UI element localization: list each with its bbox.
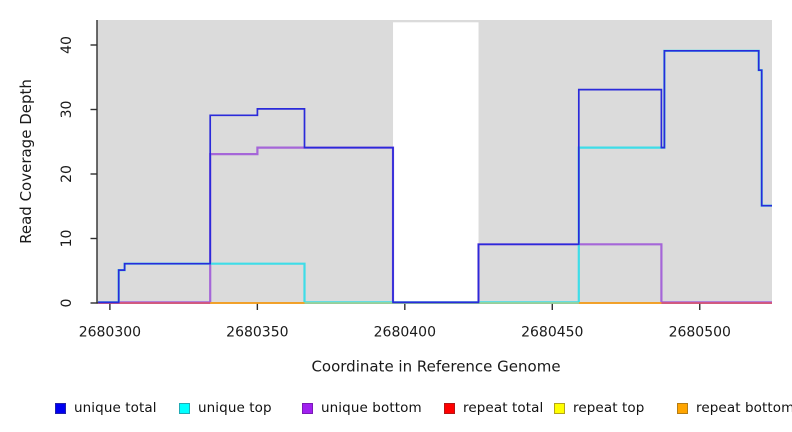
x-tick-label: 2680350 bbox=[226, 325, 288, 341]
y-tick-label: 10 bbox=[59, 230, 75, 248]
y-tick-label: 0 bbox=[59, 299, 75, 308]
masked-region bbox=[393, 22, 479, 304]
x-tick-label: 2680300 bbox=[79, 325, 141, 341]
y-axis-title: Read Coverage Depth bbox=[17, 79, 35, 244]
x-tick-label: 2680450 bbox=[521, 325, 583, 341]
x-tick-label: 2680500 bbox=[669, 325, 731, 341]
y-tick-label: 40 bbox=[59, 36, 75, 54]
y-tick-label: 30 bbox=[59, 101, 75, 119]
y-tick-label: 20 bbox=[59, 165, 75, 183]
x-axis-title: Coordinate in Reference Genome bbox=[311, 358, 560, 376]
x-tick-label: 2680400 bbox=[374, 325, 436, 341]
series-unique-total bbox=[98, 49, 772, 304]
